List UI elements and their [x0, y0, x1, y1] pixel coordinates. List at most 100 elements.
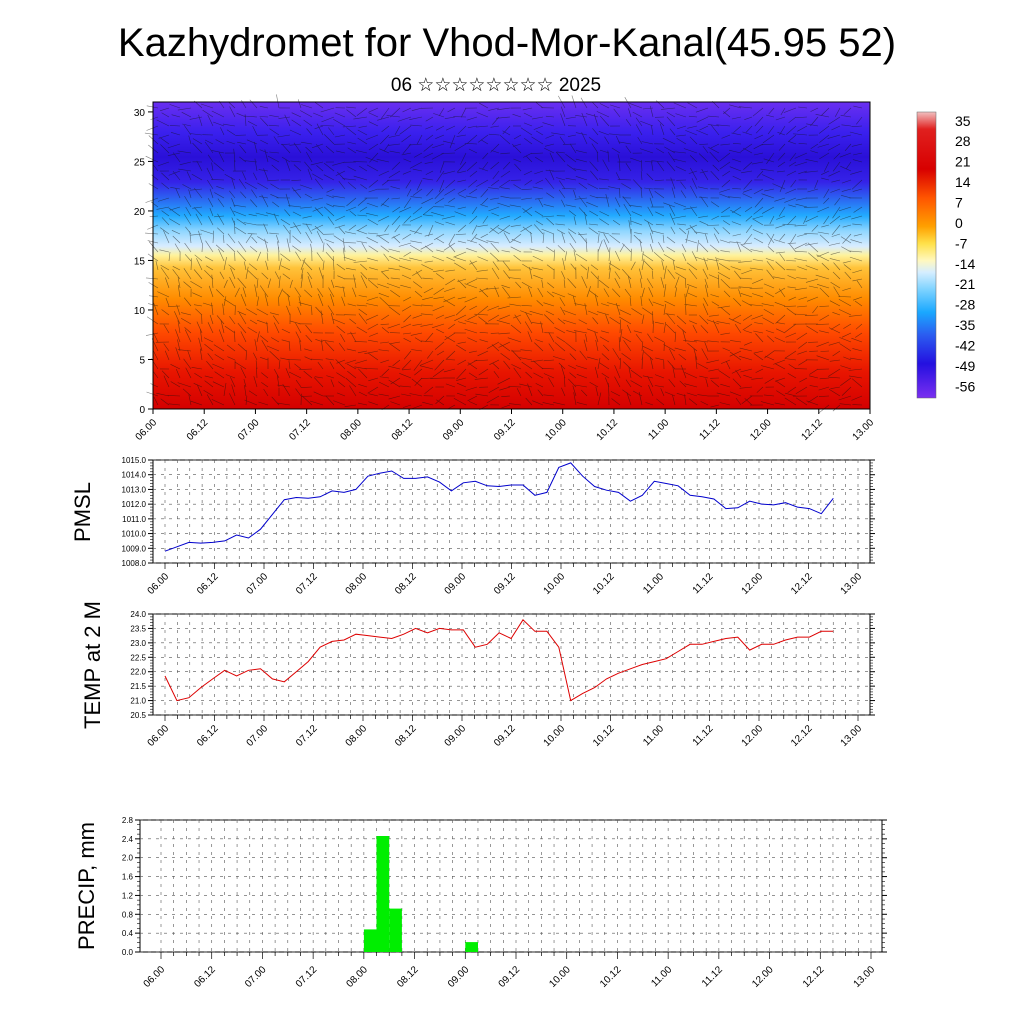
colorbar-label: -21 [955, 276, 975, 292]
colorbar-label: 21 [955, 154, 971, 170]
x-tick-label: 08.12 [395, 964, 421, 990]
x-tick-label: 07.12 [294, 964, 320, 990]
y-axis-label: PMSL [70, 482, 95, 542]
x-tick-label: 06.00 [142, 964, 168, 990]
temperature-field [153, 102, 870, 409]
x-tick-label: 09.12 [497, 964, 523, 990]
precip-bar [389, 909, 402, 952]
x-tick-label: 06.00 [146, 723, 172, 749]
colorbar-label: 35 [955, 113, 971, 129]
y-tick-label: 21.0 [130, 697, 146, 706]
x-tick-label: 12.00 [748, 417, 774, 443]
colorbar-label: -7 [955, 235, 968, 251]
y-tick-label: 25 [134, 157, 146, 168]
x-tick-label: 11.12 [698, 417, 723, 442]
x-tick-label: 08.12 [393, 571, 419, 597]
x-tick-label: 09.12 [492, 571, 518, 597]
x-tick-label: 13.00 [852, 964, 878, 990]
chart-subtitle: 06 ☆☆☆☆☆☆☆☆ 2025 [391, 75, 601, 96]
x-tick-label: 06.00 [134, 417, 160, 443]
y-tick-label: 30 [134, 108, 146, 119]
chart-title: Kazhydromet for Vhod-Mor-Kanal(45.95 52) [118, 21, 896, 65]
y-tick-label: 10 [134, 306, 146, 317]
colorbar-label: -42 [955, 337, 975, 353]
x-tick-label: 10.00 [547, 964, 573, 990]
y-tick-label: 5 [139, 355, 145, 366]
x-tick-label: 11.12 [691, 571, 716, 596]
x-tick-label: 07.12 [294, 723, 320, 749]
x-tick-label: 12.12 [801, 964, 827, 990]
x-tick-label: 07.00 [245, 723, 271, 749]
x-tick-label: 09.12 [492, 417, 518, 443]
y-tick-label: 23.5 [130, 624, 146, 633]
x-tick-label: 06.12 [195, 571, 221, 597]
y-tick-label: 2.0 [122, 854, 134, 863]
y-tick-label: 1.6 [122, 873, 134, 882]
x-tick-label: 08.12 [390, 417, 416, 443]
colorbar-label: -14 [955, 256, 975, 272]
x-tick-label: 11.00 [641, 571, 666, 596]
y-axis-label: TEMP at 2 M [80, 601, 105, 729]
x-tick-label: 11.00 [641, 723, 666, 748]
x-tick-label: 10.12 [591, 723, 617, 749]
colorbar-label: 7 [955, 194, 963, 210]
y-tick-label: 2.8 [122, 816, 134, 825]
x-tick-label: 13.00 [839, 723, 865, 749]
y-tick-label: 0.4 [122, 929, 134, 938]
colorbar-label: -35 [955, 317, 975, 333]
x-tick-label: 13.00 [839, 571, 865, 597]
x-tick-label: 10.00 [542, 571, 568, 597]
colorbar-label: -56 [955, 378, 975, 394]
x-tick-label: 07.00 [243, 964, 269, 990]
x-tick-label: 06.00 [146, 571, 172, 597]
y-tick-label: 0 [139, 405, 145, 416]
y-tick-label: 0.0 [122, 948, 134, 957]
colorbar-label: 0 [955, 215, 963, 231]
pmsl-panel: 1008.01009.01010.01011.01012.01013.01014… [70, 456, 875, 597]
x-tick-label: 11.12 [691, 723, 716, 748]
x-tick-label: 09.00 [443, 723, 469, 749]
y-tick-label: 1010.0 [122, 530, 147, 539]
y-tick-label: 1.2 [122, 891, 134, 900]
y-tick-label: 2.4 [122, 835, 134, 844]
colorbar-label: -49 [955, 358, 975, 374]
x-tick-label: 06.12 [195, 723, 221, 749]
x-tick-label: 07.00 [245, 571, 271, 597]
y-tick-label: 1012.0 [122, 500, 147, 509]
x-tick-label: 10.00 [542, 723, 568, 749]
x-tick-label: 08.00 [339, 417, 365, 443]
x-tick-label: 07.12 [294, 571, 320, 597]
x-tick-label: 13.00 [851, 417, 877, 443]
y-tick-label: 15 [134, 256, 146, 267]
y-tick-label: 1013.0 [122, 485, 147, 494]
y-tick-label: 22.5 [130, 653, 146, 662]
x-tick-label: 08.00 [344, 571, 370, 597]
x-tick-label: 08.12 [393, 723, 419, 749]
x-tick-label: 12.00 [750, 964, 776, 990]
x-tick-label: 06.12 [185, 417, 211, 443]
y-tick-label: 1009.0 [122, 544, 147, 553]
x-tick-label: 11.00 [646, 417, 671, 442]
x-tick-label: 09.12 [492, 723, 518, 749]
x-tick-label: 11.12 [700, 964, 725, 989]
y-tick-label: 1015.0 [122, 456, 147, 465]
y-tick-label: 22.0 [130, 668, 146, 677]
x-tick-label: 10.12 [591, 571, 617, 597]
x-tick-label: 12.00 [740, 571, 766, 597]
colorbar-label: 28 [955, 133, 971, 149]
y-tick-label: 20.5 [130, 711, 146, 720]
x-tick-label: 07.00 [236, 417, 262, 443]
y-tick-label: 0.8 [122, 910, 134, 919]
y-tick-label: 20 [134, 207, 146, 218]
x-tick-label: 12.12 [799, 417, 825, 443]
x-tick-label: 10.12 [598, 964, 624, 990]
y-axis-label: PRECIP, mm [74, 822, 99, 950]
y-tick-label: 1011.0 [122, 515, 146, 524]
y-tick-label: 23.0 [130, 639, 146, 648]
panel-frame [153, 460, 870, 563]
